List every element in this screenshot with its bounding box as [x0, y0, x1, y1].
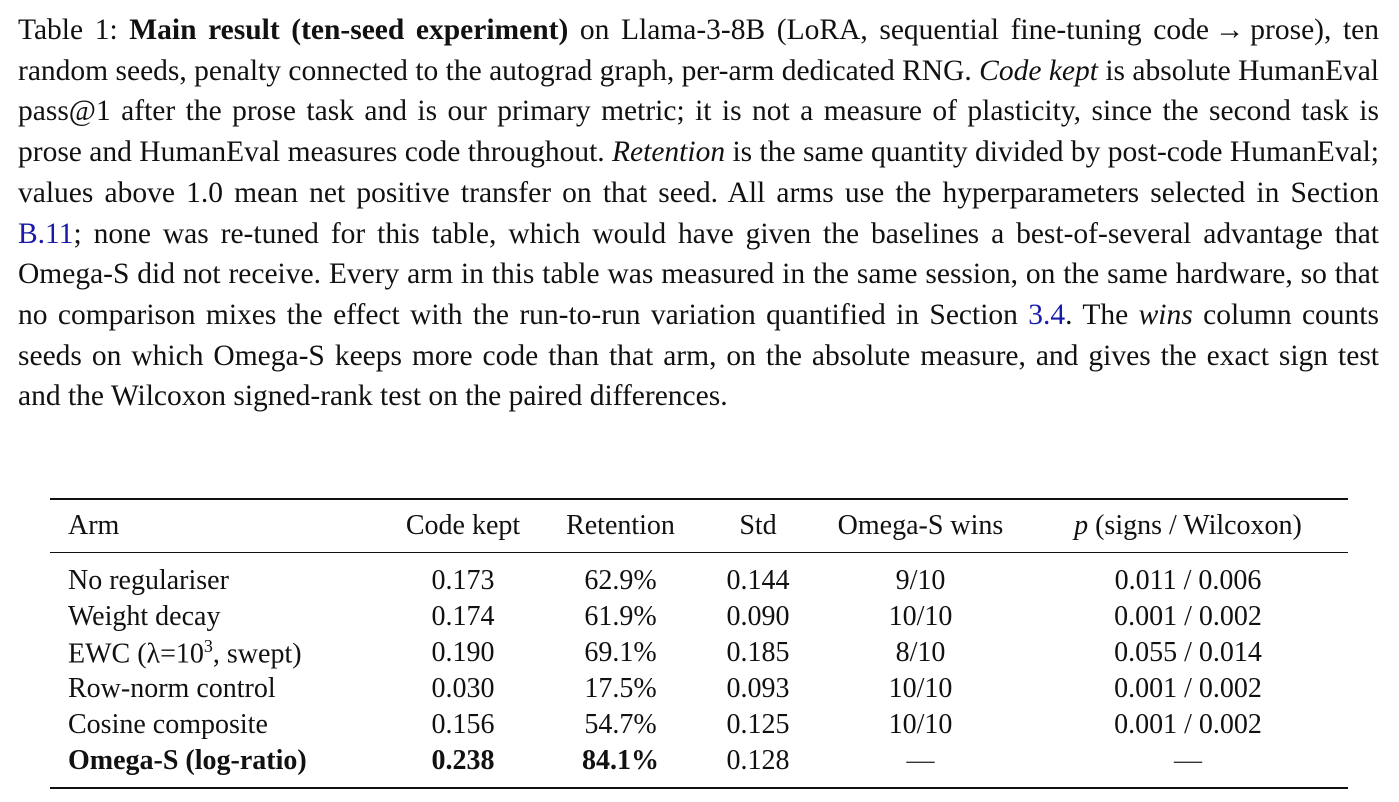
cell-p: 0.055 / 0.014 [1114, 637, 1262, 668]
cell-arm-superscript: 3 [203, 635, 213, 656]
cell-arm-text: , swept) [212, 638, 302, 670]
cell-wins: — [906, 745, 935, 776]
caption-text: . The [1065, 298, 1139, 331]
cell-std: 0.128 [726, 745, 790, 776]
cell-std: 0.090 [726, 601, 790, 632]
caption-text: is absolute HumanEval pass@1 after the p… [18, 54, 1380, 169]
cell-arm: Cosine composite [68, 709, 268, 740]
cell-arm: Weight decay [68, 601, 221, 632]
header-p-text: (signs / Wilcoxon) [1088, 510, 1302, 541]
section-link-b11[interactable]: B.11 [18, 217, 74, 250]
caption-italic: Retention [612, 136, 726, 169]
header-wins: Omega-S wins [837, 510, 1004, 541]
caption-text: ; none was re-tuned for this table, whic… [18, 217, 1379, 331]
cell-wins: 10/10 [888, 709, 953, 740]
header-p-symbol: p [1074, 510, 1089, 541]
cell-p: 0.001 / 0.002 [1114, 601, 1262, 632]
cell-retention: 17.5% [584, 673, 657, 704]
cell-arm: No regulariser [68, 565, 229, 596]
results-table: Arm Code kept Retention Std Omega-S wins… [50, 498, 1348, 789]
cell-std: 0.144 [726, 565, 790, 596]
cell-retention: 69.1% [584, 637, 657, 668]
cell-std: 0.093 [726, 673, 790, 704]
table-row: No regulariser 0.173 62.9% 0.144 9/10 0.… [50, 553, 1348, 600]
cell-arm: EWC (λ=103, swept) [50, 635, 388, 671]
table-row: Row-norm control 0.030 17.5% 0.093 10/10… [50, 671, 1348, 707]
cell-retention: 61.9% [584, 601, 657, 632]
cell-code-kept: 0.173 [431, 565, 495, 596]
table-row-highlight: Omega-S (log-ratio) 0.238 84.1% 0.128 — … [50, 743, 1348, 788]
cell-code-kept: 0.190 [431, 637, 495, 668]
table-row: Weight decay 0.174 61.9% 0.090 10/10 0.0… [50, 599, 1348, 635]
table-header-row: Arm Code kept Retention Std Omega-S wins… [50, 499, 1348, 553]
cell-p: — [1174, 745, 1202, 776]
cell-wins: 9/10 [895, 565, 946, 596]
header-arm: Arm [68, 510, 120, 541]
cell-code-kept: 0.156 [431, 709, 495, 740]
header-std: Std [739, 510, 777, 541]
cell-std: 0.185 [726, 637, 790, 668]
cell-wins: 8/10 [895, 637, 946, 668]
cell-code-kept: 0.238 [431, 745, 495, 776]
table-caption: Table 1: Main result (ten-seed experimen… [18, 10, 1379, 417]
cell-code-kept: 0.174 [431, 601, 495, 632]
table-row: Cosine composite 0.156 54.7% 0.125 10/10… [50, 707, 1348, 743]
cell-retention: 84.1% [582, 745, 659, 776]
cell-arm-text: EWC (λ=10 [68, 638, 204, 670]
caption-text: on Llama-3-8B (LoRA, sequential fine-tun… [18, 14, 1380, 87]
cell-p: 0.001 / 0.002 [1114, 709, 1262, 740]
caption-label: Table 1: [18, 14, 118, 46]
cell-p: 0.011 / 0.006 [1114, 565, 1262, 596]
cell-retention: 54.7% [584, 709, 657, 740]
cell-arm: Omega-S (log-ratio) [68, 745, 307, 776]
cell-code-kept: 0.030 [431, 673, 495, 704]
section-link-3-4[interactable]: 3.4 [1028, 298, 1066, 331]
caption-italic: wins [1138, 298, 1193, 331]
caption-text: is the same quantity divided by post-cod… [18, 136, 1379, 209]
caption-title: Main result (ten-seed experiment) [129, 14, 569, 46]
caption-italic: Code kept [979, 54, 1098, 87]
cell-arm: Row-norm control [68, 673, 276, 704]
header-p: p (signs / Wilcoxon) [1028, 499, 1348, 553]
cell-wins: 10/10 [888, 601, 953, 632]
cell-std: 0.125 [726, 709, 790, 740]
cell-retention: 62.9% [584, 565, 657, 596]
header-code-kept: Code kept [405, 510, 521, 541]
header-retention: Retention [566, 510, 675, 541]
caption-text: column counts seeds on which Omega-S kee… [18, 298, 1379, 413]
table-row: EWC (λ=103, swept) 0.190 69.1% 0.185 8/1… [50, 635, 1348, 671]
cell-wins: 10/10 [888, 673, 953, 704]
cell-p: 0.001 / 0.002 [1114, 673, 1262, 704]
